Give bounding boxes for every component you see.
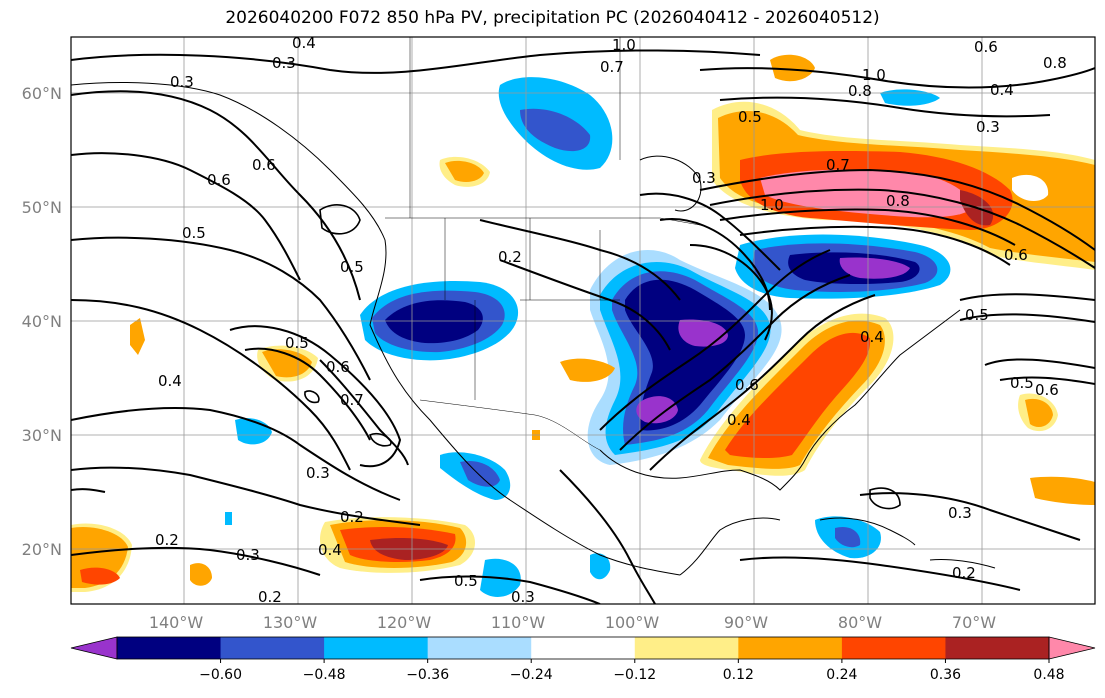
contour-labels: 0.4 0.3 1.0 0.7 0.8 1.0 0.8 0.4 0.3 0.5 … xyxy=(155,34,1067,606)
lat-label: 40°N xyxy=(22,312,62,331)
contour-label: 0.2 xyxy=(340,508,364,526)
contour-label: 0.5 xyxy=(182,224,206,242)
colorbar-segment xyxy=(945,637,1050,659)
contour-label: 1.0 xyxy=(612,36,636,54)
colorbar-max-extend xyxy=(1048,636,1096,660)
contour-label: 0.3 xyxy=(170,73,194,91)
contour-label: 0.6 xyxy=(1035,381,1059,399)
contour-label: 0.8 xyxy=(1043,54,1067,72)
contour-label: 1.0 xyxy=(862,66,886,84)
lat-label: 20°N xyxy=(22,540,62,559)
colorbar-segment xyxy=(220,637,325,659)
contour-label: 0.3 xyxy=(272,54,296,72)
contour-label: 0.3 xyxy=(976,118,1000,136)
colorbar-tick-label: 0.48 xyxy=(1033,667,1064,683)
contour-label: 0.5 xyxy=(454,572,478,590)
contour-label: 0.4 xyxy=(158,372,182,390)
map-frame xyxy=(70,36,1096,605)
lon-label: 90°W xyxy=(724,613,768,632)
contour-label: 0.6 xyxy=(326,358,350,376)
lon-label: 140°W xyxy=(149,613,204,632)
colorbar: −0.60 −0.48 −0.36 −0.24 −0.12 0.12 0.24 0.36 0.4… xyxy=(70,636,1096,683)
contour-label: 0.4 xyxy=(860,328,884,346)
contour-label: 0.8 xyxy=(886,192,910,210)
contour-label: 0.5 xyxy=(285,334,309,352)
contour-label: 0.6 xyxy=(735,376,759,394)
colorbar-segment xyxy=(427,637,532,659)
colorbar-tick-label: −0.36 xyxy=(406,667,449,683)
contour-label: 0.2 xyxy=(155,531,179,549)
contour-label: 0.2 xyxy=(498,248,522,266)
colorbar-tick-label: −0.48 xyxy=(303,667,346,683)
colorbar-tick-label: −0.24 xyxy=(510,667,553,683)
contour-label: 0.7 xyxy=(600,58,624,76)
lat-label: 60°N xyxy=(22,84,62,103)
colorbar-tick-label: −0.60 xyxy=(199,667,242,683)
contour-label: 0.2 xyxy=(952,564,976,582)
lon-label: 80°W xyxy=(838,613,882,632)
colorbar-tick-label: 0.24 xyxy=(826,667,857,683)
colorbar-segment xyxy=(531,637,636,659)
contour-label: 0.5 xyxy=(1010,374,1034,392)
colorbar-segment xyxy=(841,637,946,659)
contour-label: 0.5 xyxy=(340,258,364,276)
precipitation-shading xyxy=(71,54,1095,597)
contour-label: 0.4 xyxy=(318,541,342,559)
lon-label: 130°W xyxy=(263,613,318,632)
colorbar-segment xyxy=(117,637,222,659)
latitude-labels: 60°N 50°N 40°N 30°N 20°N xyxy=(22,84,62,559)
contour-label: 0.3 xyxy=(692,169,716,187)
map-title: 2026040200 F072 850 hPa PV, precipitatio… xyxy=(225,8,880,28)
colorbar-segment xyxy=(324,637,429,659)
contour-label: 0.3 xyxy=(306,464,330,482)
contour-label: 0.5 xyxy=(738,108,762,126)
colorbar-min-extend xyxy=(70,636,118,660)
contour-label: 0.8 xyxy=(848,82,872,100)
contour-label: 1.0 xyxy=(760,196,784,214)
contour-label: 0.2 xyxy=(258,588,282,606)
contour-label: 0.4 xyxy=(292,34,316,52)
lon-label: 120°W xyxy=(377,613,432,632)
contour-label: 0.6 xyxy=(1004,246,1028,264)
colorbar-segment xyxy=(738,637,843,659)
colorbar-tick-label: 0.12 xyxy=(723,667,754,683)
colorbar-frame xyxy=(116,636,1050,660)
contour-label: 0.7 xyxy=(340,391,364,409)
colorbar-segment xyxy=(634,637,739,659)
contour-label: 0.4 xyxy=(990,81,1014,99)
contour-label: 0.6 xyxy=(974,38,998,56)
graticule xyxy=(71,37,1095,604)
contour-label: 0.3 xyxy=(511,588,535,606)
contour-label: 0.6 xyxy=(252,156,276,174)
lon-label: 110°W xyxy=(491,613,546,632)
contour-label: 0.7 xyxy=(826,156,850,174)
colorbar-tick-label: 0.36 xyxy=(930,667,961,683)
lon-label: 70°W xyxy=(952,613,996,632)
lat-label: 30°N xyxy=(22,426,62,445)
contour-label: 0.4 xyxy=(727,411,751,429)
contour-label: 0.5 xyxy=(965,306,989,324)
contour-label: 0.3 xyxy=(948,504,972,522)
lon-label: 100°W xyxy=(605,613,660,632)
coastlines xyxy=(71,81,996,576)
longitude-labels: 140°W 130°W 120°W 110°W 100°W 90°W 80°W … xyxy=(149,613,996,632)
contour-label: 0.6 xyxy=(207,171,231,189)
pv-contours xyxy=(71,49,1095,604)
lat-label: 50°N xyxy=(22,198,62,217)
colorbar-tick-label: −0.12 xyxy=(613,667,656,683)
contour-label: 0.3 xyxy=(236,546,260,564)
